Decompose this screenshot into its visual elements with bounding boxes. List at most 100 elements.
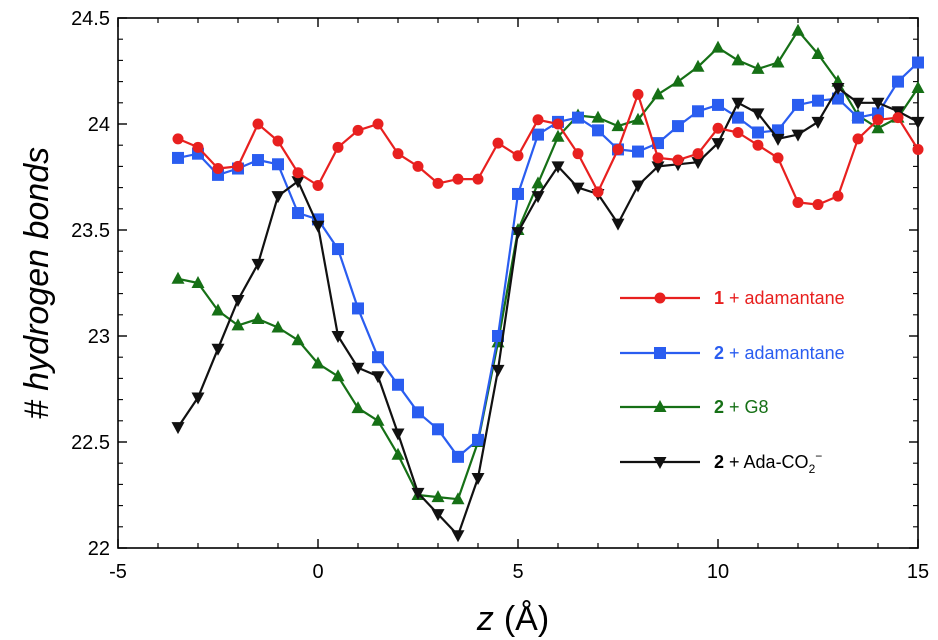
data-point [832, 190, 844, 202]
data-point [672, 120, 684, 133]
y-tick-label: 23 [88, 326, 110, 348]
data-point [531, 191, 545, 204]
y-tick-label: 22 [88, 538, 110, 560]
data-point [912, 143, 924, 155]
series-0 [172, 88, 924, 211]
data-point [572, 111, 584, 124]
series-2 [171, 23, 925, 505]
data-point [412, 160, 424, 172]
data-point [671, 74, 685, 87]
data-point [712, 98, 724, 111]
data-point [332, 141, 344, 153]
data-point [751, 108, 765, 121]
data-point [712, 122, 724, 134]
data-point [311, 220, 325, 233]
y-tick-label: 22.5 [71, 432, 110, 454]
data-point [551, 129, 565, 142]
data-point [352, 302, 364, 315]
data-point [731, 53, 745, 66]
data-point [772, 152, 784, 164]
data-point [711, 40, 725, 53]
data-point [751, 61, 765, 74]
data-point [672, 154, 684, 166]
data-point [611, 218, 625, 231]
data-point [912, 56, 924, 69]
data-point [752, 126, 764, 139]
legend-entry-3: 2 + Ada-CO2− [620, 449, 822, 476]
data-point [651, 161, 665, 174]
data-point [532, 128, 544, 141]
y-tick-label: 24 [88, 114, 110, 136]
y-tick-label: 24.5 [71, 8, 110, 30]
data-point [471, 473, 485, 486]
legend: 1 + adamantane 2 + adamantane 2 + G8 2 + Ad… [620, 288, 845, 476]
data-point [311, 356, 325, 369]
axes: -5 0 5 10 15 22 22.5 23 23.5 24 24.5 z (Å) # hydrogen… [18, 8, 929, 638]
data-point [451, 492, 465, 505]
data-point [811, 47, 825, 60]
data-point [491, 364, 505, 377]
data-point [551, 161, 565, 174]
data-point [211, 303, 225, 316]
data-point [292, 167, 304, 179]
data-point [872, 114, 884, 126]
data-point [492, 137, 504, 149]
data-point [591, 110, 605, 123]
data-point [352, 124, 364, 136]
data-point [791, 23, 805, 36]
data-point [631, 180, 645, 193]
data-point [251, 258, 265, 271]
legend-marker [653, 400, 667, 412]
data-point [612, 143, 624, 155]
data-point [191, 392, 205, 405]
data-point [792, 196, 804, 208]
data-point [472, 433, 484, 446]
data-point [692, 105, 704, 118]
legend-label: 1 + adamantane [714, 288, 845, 308]
data-point [192, 141, 204, 153]
data-point [911, 80, 925, 93]
data-point [812, 94, 824, 107]
data-point [172, 133, 184, 145]
data-point [291, 176, 305, 189]
series-1 [172, 56, 924, 463]
x-tick-label: -5 [109, 561, 127, 583]
data-point [811, 116, 825, 129]
data-point [812, 199, 824, 211]
data-point [452, 173, 464, 185]
legend-entry-1: 2 + adamantane [620, 343, 845, 363]
data-point [571, 182, 585, 195]
data-point [892, 112, 904, 124]
x-axis-title: z (Å) [476, 600, 549, 638]
data-point [211, 343, 225, 356]
data-point [231, 294, 245, 307]
y-tick-label: 23.5 [71, 220, 110, 242]
data-point [791, 129, 805, 142]
data-point [592, 124, 604, 137]
legend-marker [654, 292, 666, 304]
data-point [611, 119, 625, 132]
data-point [771, 133, 785, 146]
data-point [632, 88, 644, 100]
data-point [272, 135, 284, 147]
data-point [432, 177, 444, 189]
y-axis-title: # hydrogen bonds [18, 147, 56, 419]
data-point [171, 422, 185, 435]
data-point [172, 151, 184, 164]
data-point [871, 121, 885, 134]
data-point [231, 318, 245, 331]
data-point [252, 118, 264, 130]
data-point [691, 59, 705, 72]
data-point [512, 187, 524, 200]
x-tick-label: 5 [512, 561, 523, 583]
legend-label: 2 + adamantane [714, 343, 845, 363]
data-point [212, 163, 224, 175]
data-point [372, 118, 384, 130]
data-point [391, 447, 405, 460]
data-point [372, 351, 384, 364]
data-point [431, 509, 445, 522]
data-point [831, 82, 845, 95]
data-point [452, 450, 464, 463]
